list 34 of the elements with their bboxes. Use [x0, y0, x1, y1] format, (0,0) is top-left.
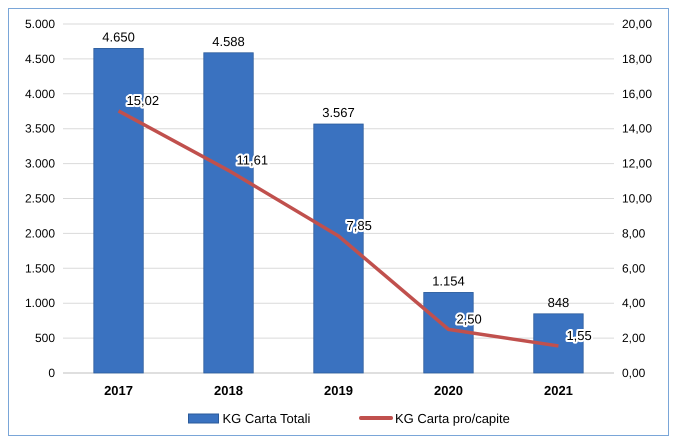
data-label: 4.650 — [102, 29, 135, 44]
y2-tick-label: 0,00 — [622, 366, 646, 380]
y2-tick-label: 16,00 — [622, 86, 652, 101]
y-tick-label: 500 — [34, 331, 56, 346]
x-tick-label: 2018 — [214, 383, 243, 398]
y2-tick-label: 10,00 — [622, 192, 652, 206]
x-tick-label: 2019 — [324, 383, 353, 398]
y-tick-label: 4.500 — [24, 52, 56, 66]
y-tick-label: 3.500 — [24, 122, 56, 136]
data-label: 3.567 — [322, 105, 355, 120]
y-tick-label: 4.000 — [24, 86, 56, 101]
y-tick-label: 0 — [48, 366, 56, 380]
data-label: 4.588 — [212, 34, 245, 49]
data-label: 1.154 — [432, 273, 465, 288]
y2-tick-label: 2,00 — [622, 331, 646, 346]
data-label: 848 — [548, 294, 570, 310]
y-tick-label: 5.000 — [24, 17, 56, 31]
y-tick-label: 2.500 — [24, 192, 56, 206]
x-tick-label: 2020 — [434, 383, 463, 398]
y2-tick-label: 18,00 — [622, 52, 652, 66]
y2-tick-label: 12,00 — [622, 156, 652, 171]
y2-tick-label: 8,00 — [622, 226, 646, 240]
y-tick-label: 2.000 — [24, 226, 56, 240]
y2-tick-label: 14,00 — [622, 122, 652, 136]
y2-tick-label: 4,00 — [622, 296, 646, 310]
y-tick-label: 1.000 — [24, 296, 56, 310]
x-tick-label: 2021 — [544, 383, 573, 398]
legend-label: KG Carta pro/capite — [395, 411, 510, 426]
y-tick-label: 3.000 — [24, 156, 56, 171]
y-tick-label: 1.500 — [24, 261, 56, 276]
legend-label: KG Carta Totali — [222, 411, 311, 426]
x-tick-label: 2017 — [104, 383, 133, 398]
y2-tick-label: 20,00 — [622, 17, 652, 31]
y2-tick-label: 6,00 — [622, 261, 646, 276]
